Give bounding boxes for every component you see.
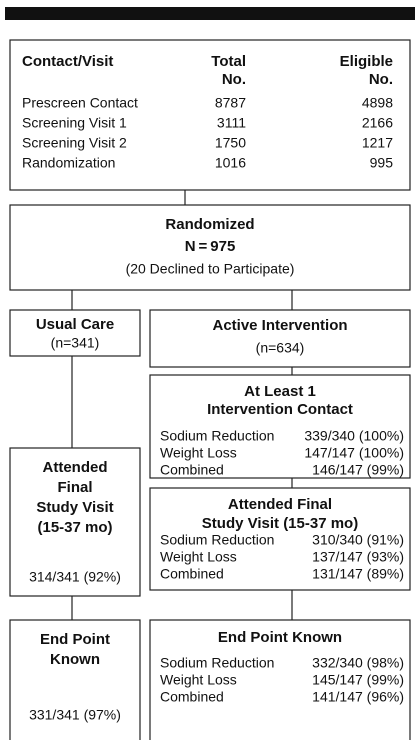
row-value: 146/147 (99%): [312, 462, 404, 478]
box-title: Study Visit (15-37 mo): [202, 515, 358, 532]
table-cell: Prescreen Contact: [22, 95, 138, 111]
box-count: (n=341): [51, 335, 100, 351]
box-title: (15-37 mo): [37, 519, 112, 536]
table-cell: 995: [370, 155, 394, 171]
header-bar: [5, 7, 415, 20]
row-value: 147/147 (100%): [304, 445, 404, 461]
column-header: No.: [369, 71, 393, 88]
row-label: Sodium Reduction: [160, 428, 274, 444]
row-value: 141/147 (96%): [312, 689, 404, 705]
row-label: Combined: [160, 689, 224, 705]
row-label: Sodium Reduction: [160, 655, 274, 671]
table-cell: 2166: [362, 115, 393, 131]
table-cell: Randomization: [22, 155, 115, 171]
active-box: [149, 309, 411, 368]
contact-box: [9, 39, 411, 191]
row-label: Weight Loss: [160, 672, 237, 688]
table-cell: 8787: [215, 95, 246, 111]
box-title: Known: [50, 651, 100, 668]
box-title: Active Intervention: [212, 317, 347, 334]
box-title: Study Visit: [36, 499, 113, 516]
box-title: Attended Final: [228, 496, 332, 513]
endpoint-active-box: [149, 619, 411, 740]
column-header: No.: [222, 71, 246, 88]
row-value: 137/147 (93%): [312, 549, 404, 565]
table-cell: Screening Visit 1: [22, 115, 127, 131]
column-header: Contact/Visit: [22, 53, 113, 70]
box-title: End Point Known: [218, 629, 342, 646]
table-cell: 1217: [362, 135, 393, 151]
table-cell: 1750: [215, 135, 246, 151]
box-result: 314/341 (92%): [29, 569, 121, 585]
attended-usual-box: [9, 447, 141, 597]
usual-care-box: [9, 309, 141, 357]
table-cell: 1016: [215, 155, 246, 171]
box-note: (20 Declined to Participate): [126, 261, 295, 277]
row-value: 310/340 (91%): [312, 532, 404, 548]
box-count: (n=634): [256, 340, 305, 356]
box-title: Final: [57, 479, 92, 496]
row-value: 131/147 (89%): [312, 566, 404, 582]
box-title: Usual Care: [36, 316, 114, 333]
row-value: 332/340 (98%): [312, 655, 404, 671]
randomized-box: [9, 204, 411, 291]
box-title: Intervention Contact: [207, 401, 353, 418]
table-cell: Screening Visit 2: [22, 135, 127, 151]
row-label: Combined: [160, 566, 224, 582]
table-cell: 3111: [217, 115, 246, 131]
row-value: 145/147 (99%): [312, 672, 404, 688]
row-label: Weight Loss: [160, 549, 237, 565]
box-count: N = 975: [185, 238, 236, 255]
endpoint-usual-box: [9, 619, 141, 740]
row-label: Weight Loss: [160, 445, 237, 461]
box-result: 331/341 (97%): [29, 707, 121, 723]
row-label: Sodium Reduction: [160, 532, 274, 548]
box-title: End Point: [40, 631, 110, 648]
column-header: Eligible: [340, 53, 393, 70]
row-label: Combined: [160, 462, 224, 478]
table-cell: 4898: [362, 95, 393, 111]
column-header: Total: [211, 53, 246, 70]
box-title: Randomized: [165, 216, 254, 233]
contact-count-box: [149, 374, 411, 479]
box-title: At Least 1: [244, 383, 316, 400]
attended-active-box: [149, 487, 411, 591]
row-value: 339/340 (100%): [304, 428, 404, 444]
box-title: Attended: [43, 459, 108, 476]
